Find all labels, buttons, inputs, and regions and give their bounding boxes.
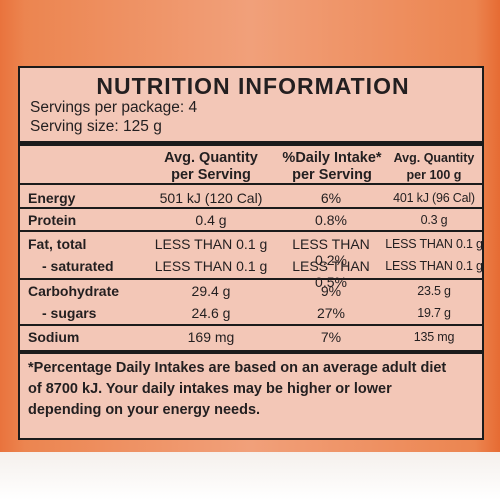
fat-total-per-100g: LESS THAN 0.1 g bbox=[385, 237, 483, 251]
sugars-daily-intake: 27% bbox=[316, 305, 346, 321]
header-per-serving: Avg. Quantity per Serving bbox=[136, 150, 286, 184]
carbohydrate-per-100g: 23.5 g bbox=[417, 284, 451, 298]
fat-total-per-serving: LESS THAN 0.1 g bbox=[154, 236, 268, 252]
sodium-per-serving: 169 mg bbox=[187, 329, 235, 345]
energy-per-serving: 501 kJ (120 Cal) bbox=[159, 190, 263, 206]
footnote-line-1: *Percentage Daily Intakes are based on a… bbox=[28, 360, 447, 376]
protein-daily-intake: 0.8% bbox=[315, 212, 347, 228]
row-label-energy: Energy bbox=[28, 190, 76, 206]
row-rule bbox=[20, 183, 482, 185]
carbohydrate-daily-intake: 9% bbox=[320, 283, 342, 299]
header-daily-intake-line1: %Daily Intake* bbox=[282, 150, 382, 166]
energy-per-100g: 401 kJ (96 Cal) bbox=[393, 191, 475, 205]
header-daily-intake: %Daily Intake* per Serving bbox=[277, 150, 387, 184]
header-per-serving-line2: per Serving bbox=[171, 167, 251, 183]
carbohydrate-per-serving: 29.4 g bbox=[191, 283, 231, 299]
servings-per-package: Servings per package: 4 bbox=[30, 99, 198, 116]
row-label-sugars: - sugars bbox=[42, 305, 97, 321]
row-label-protein: Protein bbox=[28, 212, 77, 228]
row-label-fat-total: Fat, total bbox=[28, 236, 87, 252]
row-label-saturated: - saturated bbox=[42, 258, 114, 274]
row-rule bbox=[20, 278, 482, 280]
saturated-per-serving: LESS THAN 0.1 g bbox=[154, 258, 268, 274]
header-per-100g-line1: Avg. Quantity bbox=[393, 151, 475, 165]
row-label-carbohydrate: Carbohydrate bbox=[28, 283, 120, 299]
fat-total-daily-intake: LESS THAN 0.2% bbox=[292, 236, 370, 268]
row-rule bbox=[20, 230, 482, 232]
sodium-daily-intake: 7% bbox=[320, 329, 342, 345]
package-bottom bbox=[0, 452, 500, 500]
row-label-sodium: Sodium bbox=[28, 329, 80, 345]
header-rule bbox=[20, 141, 482, 146]
serving-size: Serving size: 125 g bbox=[30, 118, 162, 135]
footnote-line-2: of 8700 kJ. Your daily intakes may be hi… bbox=[28, 381, 392, 397]
energy-daily-intake: 6% bbox=[320, 190, 342, 206]
footnote-line-3: depending on your energy needs. bbox=[28, 402, 261, 418]
protein-per-serving: 0.4 g bbox=[195, 212, 227, 228]
protein-per-100g: 0.3 g bbox=[420, 213, 448, 227]
saturated-daily-intake: LESS THAN 0.5% bbox=[292, 258, 370, 290]
row-rule bbox=[20, 207, 482, 209]
sugars-per-serving: 24.6 g bbox=[191, 305, 231, 321]
row-rule bbox=[20, 324, 482, 326]
header-daily-intake-line2: per Serving bbox=[292, 167, 372, 183]
panel-title: NUTRITION INFORMATION bbox=[96, 73, 410, 99]
nutrition-panel: NUTRITION INFORMATION Servings per packa… bbox=[18, 66, 484, 440]
sodium-per-100g: 135 mg bbox=[413, 330, 455, 344]
sugars-per-100g: 19.7 g bbox=[417, 306, 451, 320]
header-per-100g: Avg. Quantity per 100 g bbox=[385, 150, 483, 184]
footnote-rule bbox=[20, 350, 482, 354]
header-per-serving-line1: Avg. Quantity bbox=[164, 150, 258, 166]
saturated-per-100g: LESS THAN 0.1 g bbox=[385, 259, 483, 273]
footnote: *Percentage Daily Intakes are based on a… bbox=[28, 358, 478, 421]
header-per-100g-line2: per 100 g bbox=[406, 168, 462, 182]
